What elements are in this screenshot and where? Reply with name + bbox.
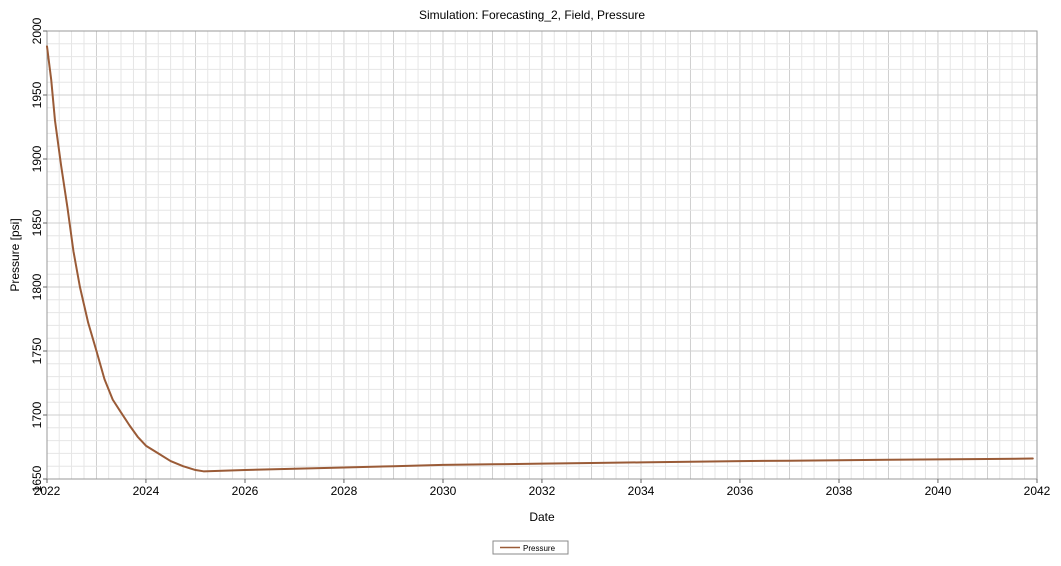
axis-ticks: 2022 2024 2026 2028 2030 2032 2034 2036 2038 2040… [30, 17, 1051, 498]
x-tick-label: 2030 [430, 484, 457, 498]
x-tick-label: 2036 [727, 484, 754, 498]
legend-box [492, 540, 569, 555]
x-tick-label: 2022 [34, 484, 61, 498]
x-tick-label: 2034 [628, 484, 655, 498]
legend-label-pressure: Pressure [523, 544, 556, 553]
x-tick-label: 2040 [925, 484, 952, 498]
legend: Pressure [492, 540, 569, 555]
y-axis-label: Pressure [psi] [8, 218, 22, 291]
x-tick-label: 2024 [133, 484, 160, 498]
series-line-pressure [46, 45, 1034, 473]
x-tick-label: 2042 [1024, 484, 1051, 498]
y-tick-label: 1900 [30, 145, 44, 172]
chart-title: Simulation: Forecasting_2, Field, Pressu… [419, 8, 645, 22]
x-axis-label: Date [529, 510, 555, 524]
y-tick-label: 1700 [30, 401, 44, 428]
y-tick-label: 2000 [30, 17, 44, 44]
y-tick-label: 1750 [30, 337, 44, 364]
y-tick-label: 1850 [30, 209, 44, 236]
x-tick-label: 2038 [826, 484, 853, 498]
x-tick-label: 2028 [331, 484, 358, 498]
grid-lines [46, 30, 1037, 480]
y-tick-label: 1650 [30, 465, 44, 492]
y-tick-label: 1950 [30, 81, 44, 108]
series-layer [46, 45, 1034, 473]
x-tick-label: 2026 [232, 484, 259, 498]
x-tick-label: 2032 [529, 484, 556, 498]
y-tick-label: 1800 [30, 273, 44, 300]
